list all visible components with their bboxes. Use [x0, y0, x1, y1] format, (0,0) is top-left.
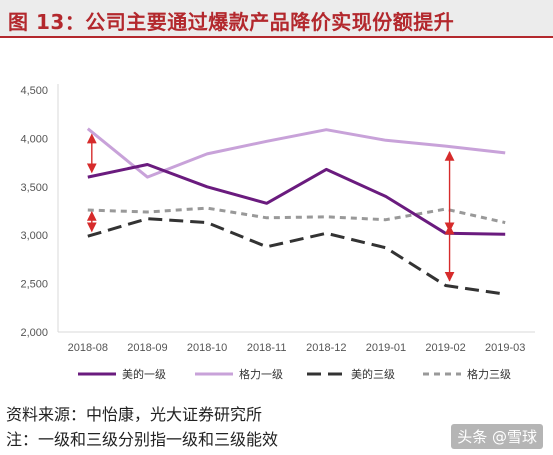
footnote: 注：一级和三级分别指一级和三级能效	[6, 430, 279, 449]
figure-title: 图 13：公司主要通过爆款产品降价实现份额提升	[8, 10, 455, 34]
x-tick-label: 2018-09	[127, 342, 167, 354]
series-line	[87, 206, 506, 225]
legend-label: 美的三级	[351, 367, 395, 381]
series-line	[86, 127, 506, 179]
watermark: 头条 @雪球	[451, 424, 543, 449]
y-tick-label: 3,000	[20, 230, 48, 242]
x-tick-label: 2019-01	[366, 342, 406, 354]
y-tick-label: 3,500	[20, 182, 48, 194]
x-tick-label: 2018-12	[306, 342, 346, 354]
x-tick-label: 2018-08	[68, 342, 108, 354]
y-tick-label: 4,000	[20, 133, 48, 145]
y-tick-label: 4,500	[20, 85, 48, 97]
series-line	[87, 163, 506, 236]
source-note: 资料来源：中怡康，光大证券研究所	[6, 405, 263, 424]
legend-label: 格力一级	[239, 367, 283, 381]
y-tick-label: 2,000	[20, 327, 48, 339]
line-chart: 2,000 2,500 3,000 3,500 4,000 4,500 2018-08 201…	[20, 84, 535, 381]
legend-label: 美的一级	[122, 367, 166, 381]
legend-label: 格力三级	[467, 367, 511, 381]
x-tick-label: 2018-11	[247, 342, 287, 354]
x-tick-label: 2018-10	[187, 342, 227, 354]
y-tick-label: 2,500	[20, 279, 48, 291]
x-tick-label: 2019-03	[485, 342, 525, 354]
series-line	[87, 217, 506, 296]
x-tick-label: 2019-02	[425, 342, 465, 354]
title-bar: 图 13：公司主要通过爆款产品降价实现份额提升	[0, 0, 553, 38]
